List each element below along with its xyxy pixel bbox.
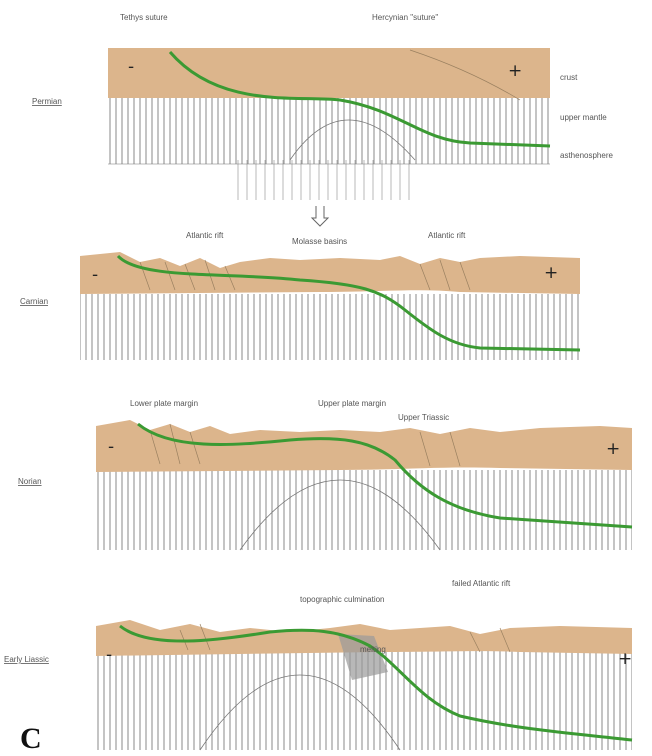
annotation-upper-plate-margin: Upper plate margin bbox=[318, 399, 386, 408]
annotation-atlantic-rift-right: Atlantic rift bbox=[428, 231, 466, 240]
sign-minus: - bbox=[92, 265, 98, 285]
panel-label: C bbox=[20, 722, 42, 755]
stage-label-early-liassic: Early Liassic bbox=[4, 655, 49, 664]
annotation-molasse-basins: Molasse basins bbox=[292, 237, 347, 246]
stage-carnian: - + Atlantic rift Molasse basins Atlanti… bbox=[20, 231, 581, 360]
sign-minus: - bbox=[128, 57, 134, 77]
crust-layer bbox=[80, 252, 580, 294]
crust-layer bbox=[108, 48, 550, 98]
rift-fault-right bbox=[419, 259, 471, 291]
suture-line bbox=[116, 254, 581, 352]
annotation-melting: melting bbox=[360, 645, 386, 654]
layer-label-asthenosphere: asthenosphere bbox=[560, 151, 613, 160]
sign-plus: + bbox=[618, 649, 632, 669]
mantle-block bbox=[96, 470, 632, 550]
mantle-dome-outline bbox=[199, 674, 401, 751]
crust-layer bbox=[96, 420, 632, 472]
sign-plus: + bbox=[544, 263, 558, 283]
rift-fault bbox=[149, 423, 461, 467]
annotation-topographic-culmination: topographic culmination bbox=[300, 595, 385, 604]
sign-plus: + bbox=[508, 61, 522, 81]
rift-fault-left bbox=[139, 259, 236, 291]
mantle-block bbox=[108, 96, 550, 164]
suture-line bbox=[137, 422, 633, 529]
melting-zone bbox=[338, 634, 388, 680]
annotation-hercynian-suture: Hercynian "suture" bbox=[372, 13, 438, 22]
stage-label-permian: Permian bbox=[32, 97, 62, 106]
asthenosphere-block bbox=[230, 160, 410, 200]
mantle-dome-outline bbox=[239, 479, 441, 551]
hercynian-fault bbox=[409, 49, 521, 101]
sign-minus: - bbox=[108, 437, 114, 457]
annotation-atlantic-rift-left: Atlantic rift bbox=[186, 231, 224, 240]
sign-plus: + bbox=[606, 439, 620, 459]
layer-label-crust: crust bbox=[560, 73, 578, 82]
annotation-lower-plate-margin: Lower plate margin bbox=[130, 399, 198, 408]
annotation-failed-atlantic-rift: failed Atlantic rift bbox=[452, 579, 511, 588]
suture-line bbox=[168, 51, 551, 148]
down-arrow-icon bbox=[310, 206, 330, 227]
annotation-tethys-suture: Tethys suture bbox=[120, 13, 168, 22]
suture-line bbox=[119, 624, 633, 742]
sign-minus: - bbox=[106, 645, 112, 665]
stage-label-carnian: Carnian bbox=[20, 297, 48, 306]
stage-early-liassic: - + topographic culmination failed Atlan… bbox=[4, 579, 633, 751]
stage-label-norian: Norian bbox=[18, 477, 42, 486]
layer-label-upper-mantle: upper mantle bbox=[560, 113, 607, 122]
mantle-block bbox=[80, 294, 580, 360]
annotation-upper-triassic: Upper Triassic bbox=[398, 413, 449, 422]
stage-permian: - + Tethys suture Hercynian "suture" cru… bbox=[32, 13, 613, 200]
stage-norian: - + Lower plate margin Upper plate margi… bbox=[18, 399, 633, 551]
dome-outline bbox=[289, 119, 416, 161]
